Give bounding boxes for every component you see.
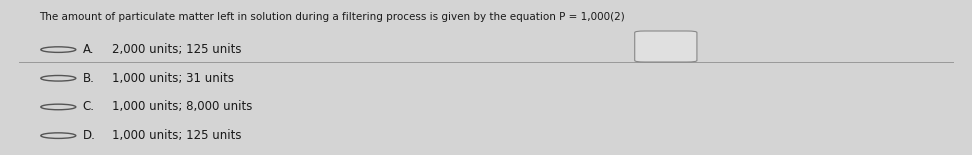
Text: 1,000 units; 8,000 units: 1,000 units; 8,000 units [112,100,252,113]
FancyBboxPatch shape [635,31,697,62]
Text: ...: ... [662,42,670,51]
Text: 1,000 units; 125 units: 1,000 units; 125 units [112,129,241,142]
Text: 1,000 units; 31 units: 1,000 units; 31 units [112,72,234,85]
Text: B.: B. [83,72,94,85]
Text: C.: C. [83,100,94,113]
Text: A.: A. [83,43,94,56]
Text: 2,000 units; 125 units: 2,000 units; 125 units [112,43,241,56]
Text: The amount of particulate matter left in solution during a filtering process is : The amount of particulate matter left in… [39,12,625,22]
Text: D.: D. [83,129,95,142]
